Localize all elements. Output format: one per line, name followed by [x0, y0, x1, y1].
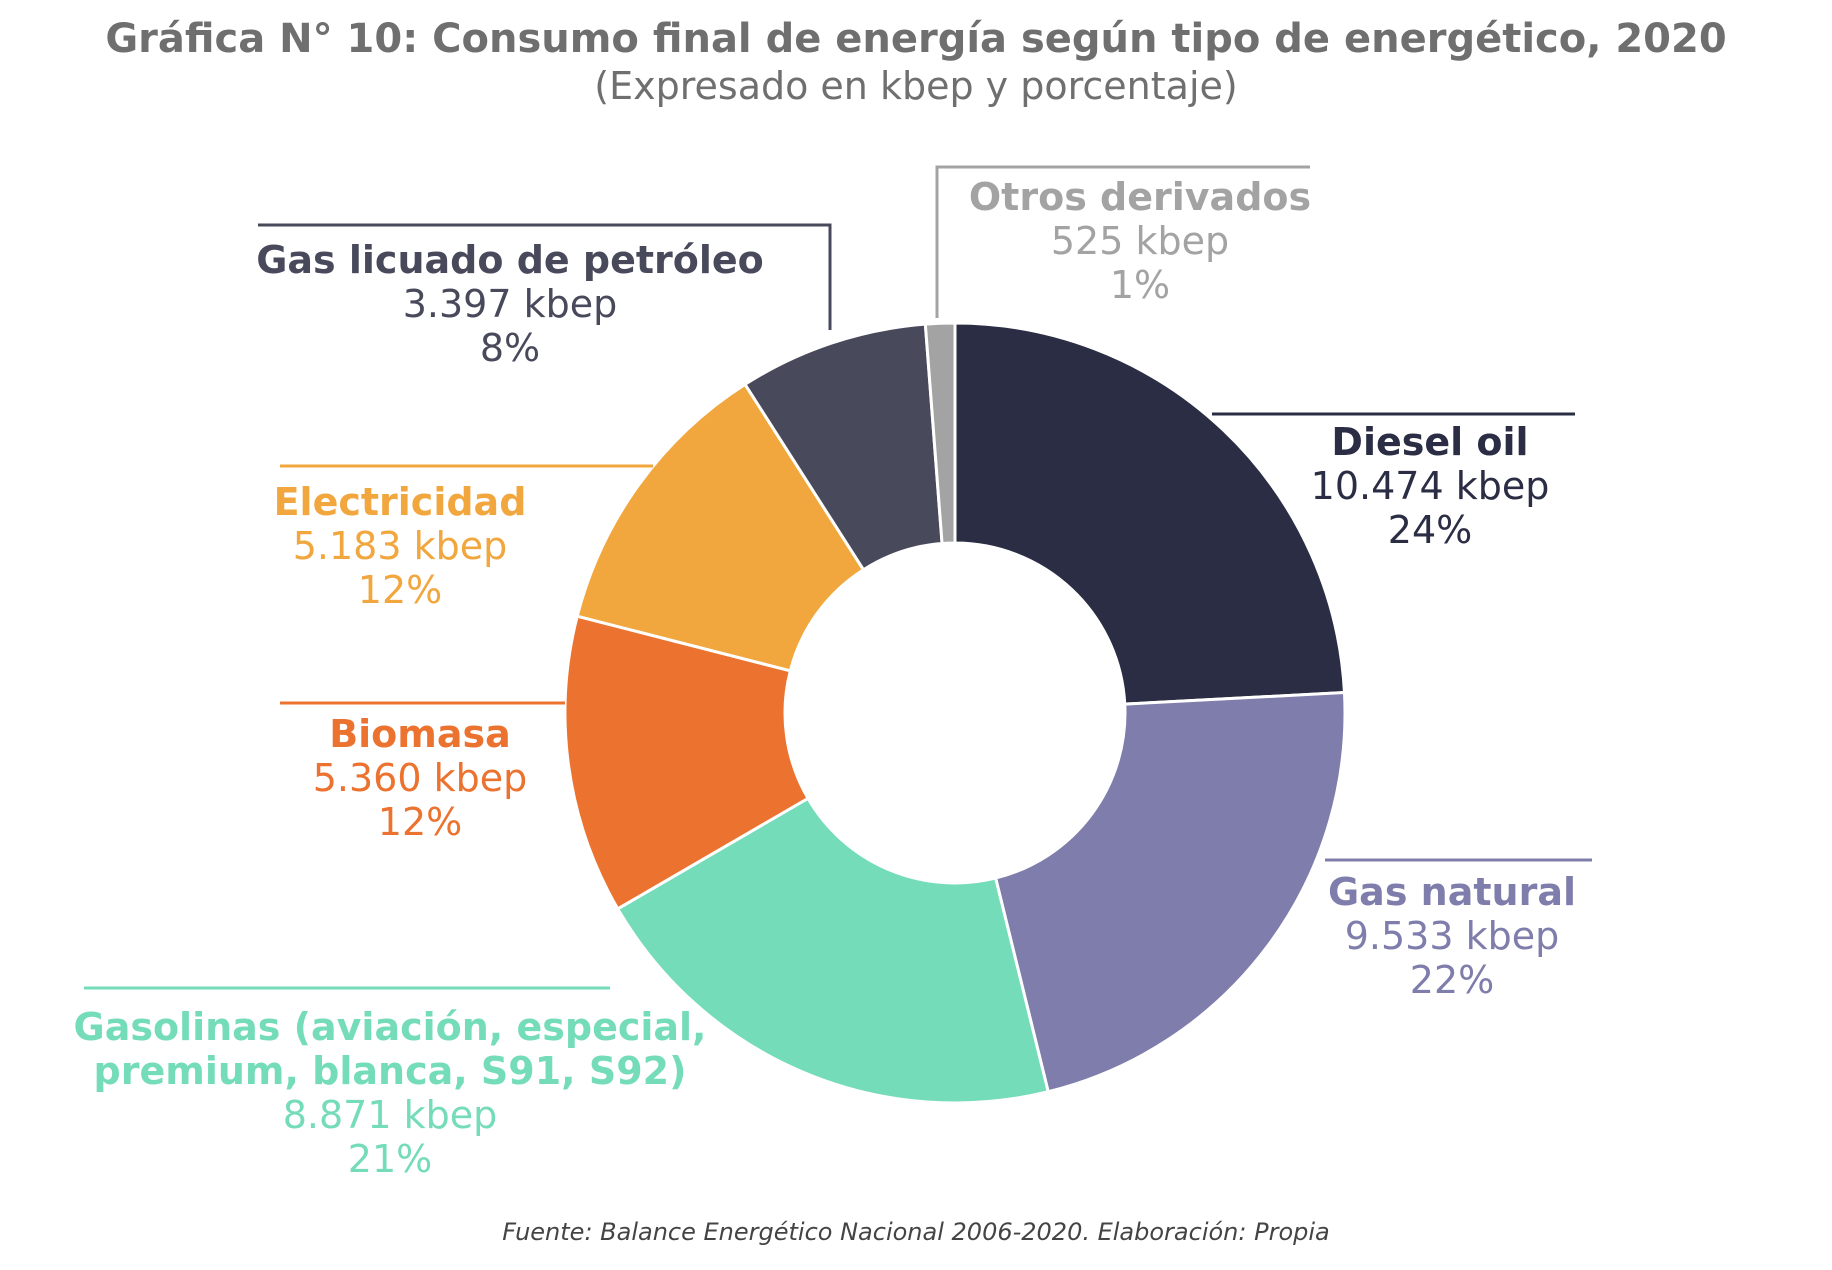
label-biomasa: Biomasa 5.360 kbep 12%	[250, 712, 590, 844]
label-value: 9.533 kbep	[1344, 914, 1560, 958]
label-name: Diesel oil	[1331, 420, 1529, 464]
label-gasnat: Gas natural 9.533 kbep 22%	[1302, 870, 1602, 1002]
label-percent: 24%	[1387, 508, 1473, 552]
label-name-line2: premium, blanca, S91, S92)	[93, 1049, 687, 1093]
label-electricidad: Electricidad 5.183 kbep 12%	[230, 480, 570, 612]
label-percent: 12%	[377, 800, 463, 844]
label-percent: 12%	[357, 568, 443, 612]
label-name: Electricidad	[273, 480, 527, 524]
label-name: Otros derivados	[968, 175, 1312, 219]
label-value: 525 kbep	[1050, 219, 1230, 263]
source-note: Fuente: Balance Energético Nacional 2006…	[502, 1218, 1330, 1246]
slice-electricidad	[575, 382, 866, 673]
label-percent: 8%	[479, 326, 541, 370]
label-diesel: Diesel oil 10.474 kbep 24%	[1260, 420, 1600, 552]
slice-gasolinas	[615, 796, 1051, 1105]
label-value: 8.871 kbep	[282, 1093, 498, 1137]
chart-title: Gráfica N° 10: Consumo final de energía …	[105, 16, 1727, 62]
label-value: 10.474 kbep	[1310, 464, 1550, 508]
chart-subtitle: (Expresado en kbep y porcentaje)	[594, 64, 1238, 108]
label-percent: 21%	[347, 1137, 433, 1181]
label-percent: 1%	[1109, 263, 1171, 307]
label-glp: Gas licuado de petróleo 3.397 kbep 8%	[240, 238, 780, 370]
slice-diesel	[953, 321, 1347, 706]
label-name: Gas licuado de petróleo	[256, 238, 764, 282]
label-gasolinas: Gasolinas (aviación, especial, premium, …	[60, 1005, 720, 1181]
leader-line-glp	[258, 223, 832, 330]
label-otros: Otros derivados 525 kbep 1%	[960, 175, 1320, 307]
label-name: Gas natural	[1327, 870, 1576, 914]
slice-biomasa	[563, 614, 811, 911]
label-value: 5.183 kbep	[292, 524, 508, 568]
label-name: Biomasa	[329, 712, 511, 756]
slice-otros	[923, 321, 957, 546]
label-value: 3.397 kbep	[402, 282, 618, 326]
slice-gasnat	[993, 690, 1347, 1094]
label-name-line1: Gasolinas (aviación, especial,	[73, 1005, 707, 1049]
leader-line-otros	[935, 165, 1310, 318]
label-percent: 22%	[1409, 958, 1495, 1002]
label-value: 5.360 kbep	[312, 756, 528, 800]
